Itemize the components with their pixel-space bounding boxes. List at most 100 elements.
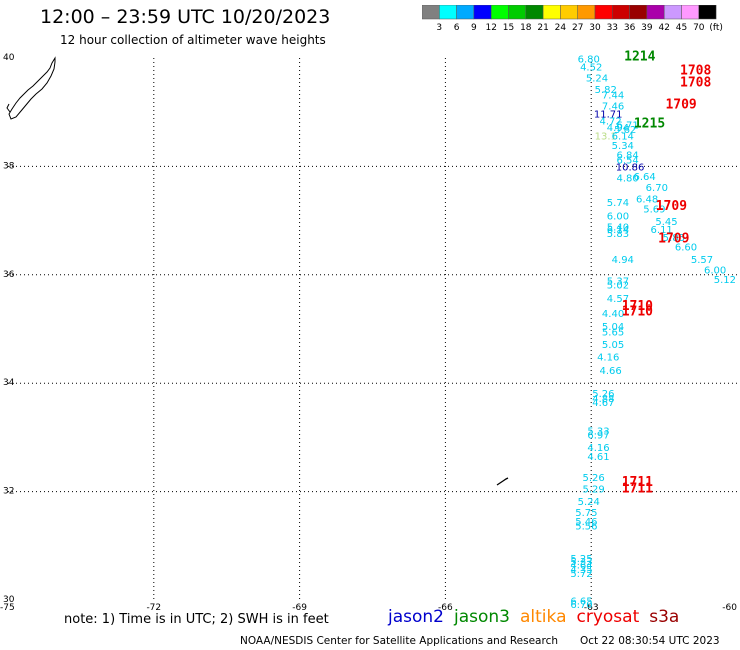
wave-height-label: 5.85 xyxy=(663,233,685,244)
satellite-legend-jason2: jason2 xyxy=(388,607,444,627)
wave-height-label: 4.52 xyxy=(580,62,602,73)
wave-height-label: 5.46 xyxy=(575,517,597,528)
satellite-legend-altika: altika xyxy=(520,607,567,627)
wave-height-label: 4.66 xyxy=(600,366,622,377)
wave-height-label: 6.70 xyxy=(570,600,592,611)
wave-height-label: 4.64 xyxy=(570,561,592,572)
wave-height-label: 5.26 xyxy=(592,389,614,400)
colorbar-label: 33 xyxy=(607,23,618,33)
wave-height-label: 5.25 xyxy=(570,554,592,565)
wave-height-label: 5.04 xyxy=(602,322,624,333)
colorbar-label: 21 xyxy=(537,23,548,33)
page-subtitle: 12 hour collection of altimeter wave hei… xyxy=(60,33,326,47)
colorbar-swatch xyxy=(663,5,682,20)
wave-height-label: 5.37 xyxy=(607,277,629,288)
pass-time-labels: 1214170817081709121517091709171017101711… xyxy=(622,50,712,497)
colorbar-swatch xyxy=(456,5,475,20)
wave-height-label: 5.75 xyxy=(575,508,597,519)
credit-line: NOAA/NESDIS Center for Satellite Applica… xyxy=(240,635,558,647)
colorbar-swatch xyxy=(594,5,613,20)
colorbar-label: 27 xyxy=(572,23,583,33)
satellite-legend-s3a: s3a xyxy=(649,607,680,627)
y-tick-label: 32 xyxy=(3,487,14,497)
wave-height-label: 4.16 xyxy=(597,352,619,363)
coastline xyxy=(6,56,509,486)
wave-height-label: 4.94 xyxy=(607,123,629,134)
wave-height-label: 6.65 xyxy=(570,596,592,607)
wave-height-label: 6.54 xyxy=(617,156,639,167)
colorbar-label: 9 xyxy=(471,23,477,33)
footer-note: note: 1) Time is in UTC; 2) SWH is in fe… xyxy=(64,612,329,627)
wave-height-label: 10.86 xyxy=(616,163,645,174)
pass-time-label: 1711 xyxy=(622,482,653,497)
wave-height-label: 6.60 xyxy=(675,242,697,253)
y-tick-label: 30 xyxy=(3,595,15,605)
pass-time-label: 1708 xyxy=(680,63,711,78)
colorbar-label: 18 xyxy=(520,23,532,33)
colorbar-label: 36 xyxy=(624,23,636,33)
colorbar-swatch xyxy=(646,5,665,20)
wave-height-label: 4.72 xyxy=(600,117,622,128)
wave-height-label: 6.84 xyxy=(617,150,639,161)
colorbar-swatch xyxy=(473,5,492,20)
wave-height-values: 6.804.525.245.827.447.4611.714.724.946.7… xyxy=(570,54,736,611)
wave-height-label: 5.83 xyxy=(607,229,629,240)
colorbar-swatch xyxy=(525,5,544,20)
wave-height-label: 6.00 xyxy=(607,212,629,223)
satellite-legend-jason3: jason3 xyxy=(454,607,510,627)
wave-height-label: 4.61 xyxy=(587,452,609,463)
wave-height-label: 6.97 xyxy=(587,430,609,441)
colorbar-label: (ft) xyxy=(709,23,723,33)
wave-height-label: 7.46 xyxy=(602,101,624,112)
wave-height-label: 5.29 xyxy=(582,485,604,496)
wave-height-label: 4.94 xyxy=(612,255,634,266)
wave-height-label: 5.72 xyxy=(570,569,592,580)
wave-height-label: 6.14 xyxy=(612,131,634,142)
wave-height-label: 6.00 xyxy=(704,266,726,277)
wave-height-label: 5.40 xyxy=(607,222,629,233)
pass-time-label: 1709 xyxy=(658,231,689,246)
wave-height-label: 5.69 xyxy=(643,204,665,215)
pass-time-label: 1710 xyxy=(622,304,653,319)
x-tick-label: -69 xyxy=(292,603,307,613)
wave-height-label: 5.45 xyxy=(655,217,677,228)
colorbar-swatch xyxy=(577,5,596,20)
wave-height-label: 5.24 xyxy=(586,73,608,84)
map-grid xyxy=(8,58,737,600)
x-tick-label: -66 xyxy=(438,603,453,613)
wave-height-label: 5.57 xyxy=(691,255,713,266)
y-tick-label: 40 xyxy=(3,53,15,63)
wave-height-label: 6.64 xyxy=(634,172,656,183)
wave-height-label: 6.14 xyxy=(607,225,629,236)
wave-height-label: 5.26 xyxy=(582,473,604,484)
wave-height-label: 5.33 xyxy=(570,557,592,568)
wave-height-colorbar: 3 6 9 12 15 18 21 24 27 30 33 36 39 42 45 70 (ft) xyxy=(422,5,723,33)
colorbar-swatch xyxy=(422,5,440,20)
wave-height-label: 5.62 xyxy=(614,125,636,136)
wave-height-label: 5.24 xyxy=(578,497,600,508)
x-tick-label: -75 xyxy=(0,603,15,613)
colorbar-label: 30 xyxy=(589,23,601,33)
generated-timestamp: Oct 22 08:30:54 UTC 2023 xyxy=(580,635,720,647)
colorbar-label: 6 xyxy=(454,23,460,33)
x-tick-label: -72 xyxy=(146,603,161,613)
wave-height-label: 4.80 xyxy=(617,174,639,185)
x-tick-label: -60 xyxy=(722,603,737,613)
colorbar-label: 12 xyxy=(485,23,496,33)
wave-height-label: 5.65 xyxy=(602,328,624,339)
wave-height-label: 4.88 xyxy=(592,394,614,405)
wave-height-label: 6.70 xyxy=(646,183,668,194)
wave-height-label: 11.71 xyxy=(594,110,623,121)
wave-height-label: 6.80 xyxy=(578,54,600,65)
colorbar-swatch xyxy=(542,5,561,20)
wave-height-label: 4.35 xyxy=(570,565,592,576)
wave-height-label: 7.44 xyxy=(602,91,624,102)
satellite-legend: jason2 jason3 altika cryosat s3a xyxy=(388,607,689,627)
wave-height-label: 5.33 xyxy=(587,427,609,438)
colorbar-swatch xyxy=(439,5,457,20)
colorbar-label: 42 xyxy=(658,23,669,33)
axis-tick-labels: -75 -72 -69 -66 -63 -60 30 32 34 36 38 40 xyxy=(0,53,737,613)
satellite-legend-cryosat: cryosat xyxy=(576,607,640,627)
wave-height-label: 6.71 xyxy=(617,120,639,131)
